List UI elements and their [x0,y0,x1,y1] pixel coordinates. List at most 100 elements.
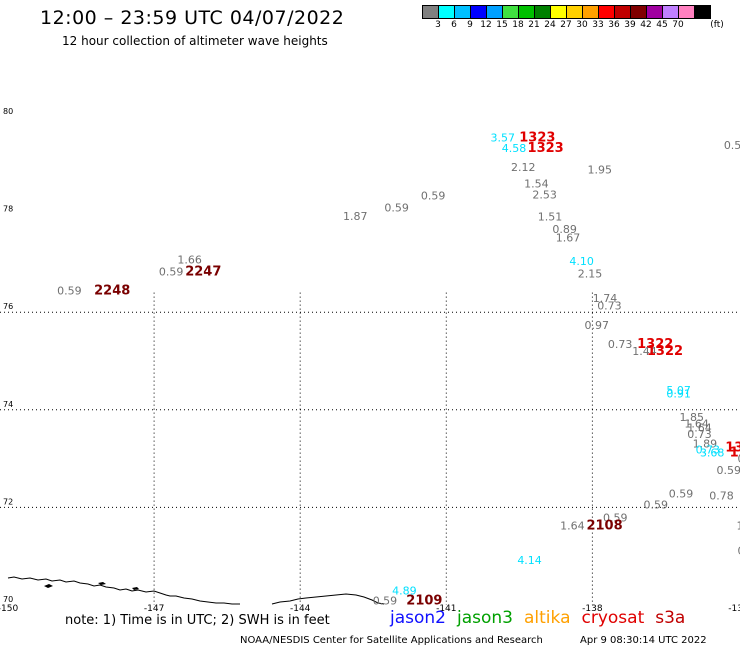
wave-height-label: 0.59 [669,488,694,501]
observation-time-label: 1323 [528,141,564,156]
legend-label: 27 [560,20,572,30]
wave-height-label: 3.57 [491,131,516,144]
map-subtitle: 12 hour collection of altimeter wave hei… [62,34,328,48]
wave-height-label: 0.97 [585,319,610,332]
legend-swatch [694,5,711,19]
wave-height-label: 0.59 [724,139,740,152]
legend-labels: 3 6 9 12 15 18 21 24 27 30 33 36 39 42 45 70 (ft) [422,19,740,31]
legend-unit: (ft) [710,20,724,30]
x-tick-label: -135 [728,604,740,614]
footer-note: note: 1) Time is in UTC; 2) SWH is in fe… [65,613,330,628]
observation-time-label: 2109 [406,594,442,609]
wave-height-label: 1.87 [343,210,368,223]
y-tick-label: 78 [3,205,13,214]
wave-height-label: 0.59 [384,201,409,214]
wave-height-label: 2.53 [532,189,557,202]
coastline [7,576,385,605]
coastline-left [7,576,240,605]
observation-time-label: 2247 [185,265,221,280]
y-tick-label: 76 [3,302,13,311]
wave-height-label: 5.07 [666,384,691,397]
x-tick-label: -138 [582,604,603,614]
wave-height-label: 1.64 [684,417,709,430]
legend-label: 30 [576,20,588,30]
wave-height-label: 0.59 [421,190,446,203]
observation-time-label: 2248 [94,284,130,299]
legend-label: 36 [608,20,620,30]
wave-height-label: 0.59 [159,266,184,279]
coastline-islet-2 [98,582,106,585]
satellite-cryosat: cryosat [581,608,645,628]
wave-height-label: 2.12 [511,161,536,174]
y-tick-label: 72 [3,497,13,506]
legend-label: 21 [528,20,540,30]
wave-height-label: 4.10 [569,255,594,268]
wave-height-label: 1.64 [687,421,712,434]
wave-height-label: 1.44 [632,345,657,358]
wave-height-label: 3.68 [700,447,725,460]
wave-height-label: 0.91 [666,388,691,401]
wave-height-label: 0.59 [643,498,668,511]
satellite-jason3: jason3 [457,608,513,628]
observation-time-label: 1321 [730,445,740,460]
wave-height-label: 4.89 [392,584,417,597]
credit-line: NOAA/NESDIS Center for Satellite Applica… [240,635,543,646]
legend-label: 12 [480,20,492,30]
legend-label: 45 [656,20,668,30]
legend-label: 3 [435,20,441,30]
x-tick-label: -141 [436,604,456,614]
legend-label: 33 [592,20,604,30]
x-tick-label: -147 [144,604,164,614]
legend-label: 6 [451,20,457,30]
wave-height-label: 1.89 [693,437,718,450]
wave-height-label: 0.73 [608,338,633,351]
y-tick-label: 70 [3,595,13,604]
wave-height-label: 2.15 [578,268,603,281]
legend-label: 70 [672,20,684,30]
legend-label: 18 [512,20,524,30]
wave-height-label: 0.73 [696,443,721,456]
wave-height-label: 1.66 [177,253,202,266]
coastline-islet-1 [44,584,53,588]
wave-height-label: 0.89 [552,223,577,236]
graticule [0,292,740,605]
wave-height-label: 1.67 [556,232,581,245]
observation-time-label: 1322 [647,344,683,359]
observation-time-label: 1323 [519,130,555,145]
wave-height-label: 0.59 [373,595,398,608]
wave-height-label: 0.59 [737,453,740,466]
wave-height-label: 4.58 [502,142,527,155]
wave-height-label: 1.51 [538,211,563,224]
wave-height-label: 1.45 [736,519,740,532]
satellite-altika: altika [524,608,571,628]
wave-height-label: 1.74 [593,292,618,305]
wave-height-label: 0.59 [603,512,628,525]
wave-height-label: 0.73 [687,428,712,441]
y-tick-label: 80 [3,107,13,116]
coastline-islet-3 [132,587,139,590]
axis-tick-labels: -150 -147 -144 -141 -138 -135 80 78 76 74 72 70 [0,107,740,614]
color-legend: 3 6 9 12 15 18 21 24 27 30 33 36 39 42 45 70 (ft) [422,5,740,31]
satellite-jason2: jason2 [390,608,446,628]
legend-label: 24 [544,20,556,30]
observation-time-label: 1321 [725,440,740,455]
wave-height-observations: 3.5713234.5813232.121.950.591.542.530.59… [57,130,740,608]
x-tick-label: -150 [0,604,18,614]
wave-height-label: 0.73 [597,299,622,312]
x-tick-label: -144 [290,604,311,614]
wave-height-label: 0.59 [717,464,740,477]
observation-time-label: 2108 [586,518,622,533]
legend-swatches [422,5,740,19]
wave-height-label: 1.64 [560,519,585,532]
wave-height-label: 0.78 [709,490,734,503]
wave-height-label: 0.59 [57,285,82,298]
legend-label: 15 [496,20,508,30]
map-title: 12:00 – 23:59 UTC 04/07/2022 [40,7,345,29]
legend-label: 39 [624,20,636,30]
legend-label: 42 [640,20,652,30]
generated-timestamp: Apr 9 08:30:14 UTC 2022 [580,635,707,646]
wave-height-label: 0.7 [738,544,740,557]
wave-height-label: 1.85 [679,411,704,424]
wave-height-label: 1.54 [524,177,549,190]
legend-label: 9 [467,20,473,30]
